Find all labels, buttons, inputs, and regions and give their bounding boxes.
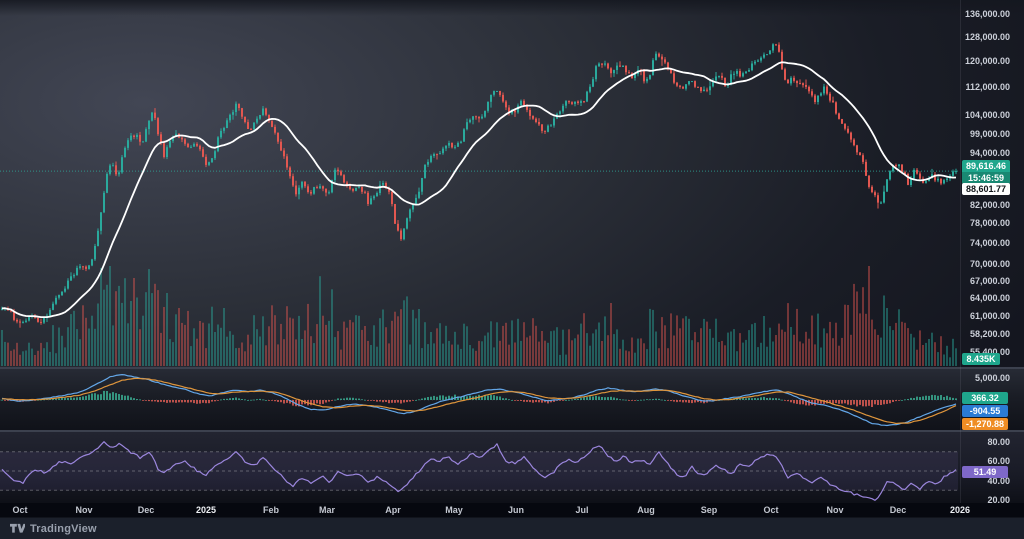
bar-countdown: 15:46:59 — [962, 172, 1011, 185]
price-axis-label: 128,000.00 — [964, 31, 1010, 42]
pane-separator[interactable] — [0, 430, 1024, 432]
macd-line — [1, 373, 957, 427]
time-axis-tick-apr: Apr — [385, 505, 401, 515]
macd-pane-canvas[interactable] — [0, 369, 960, 430]
macd-pane[interactable] — [0, 369, 1024, 430]
price-axis-label: 70,000.00 — [969, 259, 1010, 270]
macd-axis-label: 5,000.00 — [974, 373, 1010, 383]
price-axis-label: 64,000.00 — [969, 292, 1010, 303]
ma-line — [1, 61, 957, 319]
pane-separator[interactable] — [0, 367, 1024, 369]
rsi-pane[interactable] — [0, 432, 1024, 503]
rsi-axis-label: 60.00 — [987, 456, 1010, 467]
price-axis-label: 58,200.00 — [969, 328, 1010, 339]
footer-bar: TradingView — [0, 517, 1024, 539]
time-axis-tick-sep: Sep — [700, 505, 718, 515]
price-axis-label: 94,000.00 — [969, 148, 1010, 159]
macd-histogram-badge: 366.32 — [962, 392, 1008, 405]
tradingview-logo-icon[interactable] — [10, 522, 25, 535]
price-scale[interactable]: 136,000.00 128,000.00 120,000.00 112,000.00… — [960, 0, 1024, 505]
price-scale-divider — [960, 0, 961, 503]
tradingview-watermark[interactable]: TradingView — [30, 522, 97, 535]
price-pane-canvas[interactable] — [0, 0, 960, 367]
time-axis-tick-nov: Nov — [75, 505, 93, 515]
time-axis-tick-oct: Oct — [763, 505, 779, 515]
rsi-pane-canvas[interactable] — [0, 432, 960, 503]
volume-badge: 8.435K — [962, 353, 1000, 365]
price-axis-label: 61,000.00 — [969, 310, 1010, 321]
candles — [1, 42, 957, 328]
rsi-axis-label: 40.00 — [987, 475, 1010, 486]
rsi-line — [1, 441, 957, 501]
price-axis-label: 67,000.00 — [969, 275, 1010, 286]
time-axis-tick-dec: Dec — [889, 505, 907, 515]
rsi-axis-label: 80.00 — [987, 437, 1010, 447]
ma-value-badge: 88,601.77 — [962, 183, 1011, 196]
macd-histogram — [1, 390, 957, 407]
price-axis-label: 99,000.00 — [969, 128, 1010, 139]
price-axis-label: 112,000.00 — [965, 82, 1010, 93]
time-axis-tick-aug: Aug — [637, 505, 655, 515]
time-axis-tick-oct: Oct — [12, 505, 28, 515]
price-axis-label: 82,000.00 — [969, 199, 1010, 210]
time-axis-tick-may: May — [445, 505, 463, 515]
last-price-badge: 89,616.46 15:46:59 — [962, 160, 1011, 185]
time-axis-tick-2026: 2026 — [949, 505, 971, 515]
price-pane[interactable] — [0, 0, 1024, 367]
time-axis-tick-2025: 2025 — [195, 505, 217, 515]
time-axis[interactable]: Oct Nov Dec 2025 Feb Mar Apr May Jun Jul Aug Sep Oct… — [0, 503, 1024, 517]
price-axis-label: 120,000.00 — [964, 56, 1010, 67]
time-axis-tick-mar: Mar — [318, 505, 336, 515]
price-axis-label: 55,400.00 — [960, 347, 1024, 357]
rsi-value-badge: 51.49 — [962, 465, 1008, 478]
price-axis-label: 136,000.00 — [964, 9, 1010, 19]
price-axis-label: 74,000.00 — [969, 238, 1010, 249]
macd-line-badge: -904.55 — [962, 405, 1008, 418]
volume-bars — [1, 266, 957, 366]
macd-signal-line — [2, 377, 957, 425]
macd-signal-badge: -1,270.88 — [962, 418, 1009, 431]
time-axis-tick-feb: Feb — [262, 505, 280, 515]
price-axis-label: 78,000.00 — [969, 218, 1010, 229]
last-price-value: 89,616.46 — [966, 161, 1007, 172]
price-axis-label: 104,000.00 — [964, 110, 1010, 120]
time-axis-tick-dec: Dec — [137, 505, 155, 515]
time-axis-tick-jul: Jul — [575, 505, 589, 515]
time-axis-tick-jun: Jun — [507, 505, 525, 515]
time-axis-tick-nov: Nov — [826, 505, 844, 515]
rsi-axis-label: 20.00 — [987, 495, 1010, 505]
